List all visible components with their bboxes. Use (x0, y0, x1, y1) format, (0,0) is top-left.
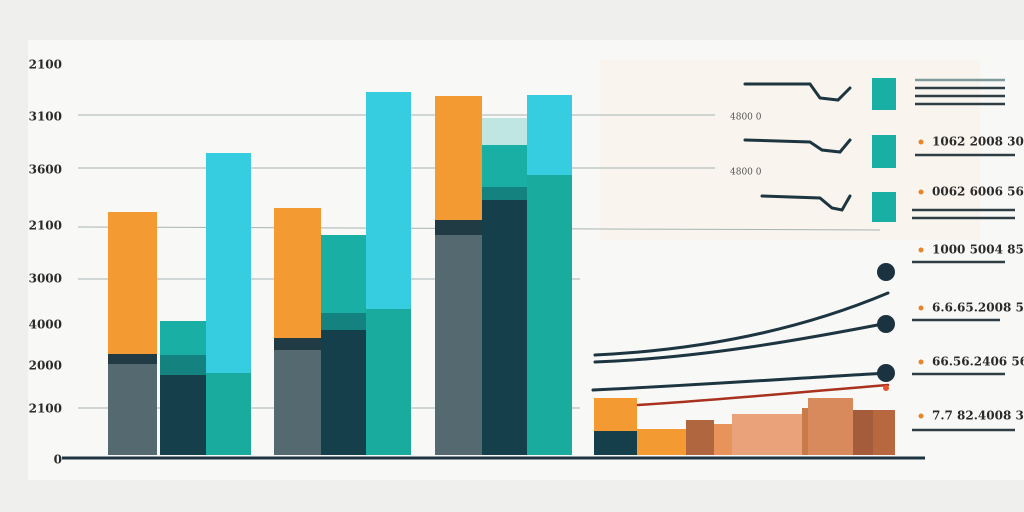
bar (321, 235, 366, 313)
y-label: 2000 (29, 359, 62, 373)
legend-label: 66.56.2406 56 (932, 355, 1024, 369)
bar (274, 338, 321, 350)
squiggle (743, 138, 852, 154)
bar (714, 424, 732, 455)
swatch (872, 192, 896, 222)
y-label: 4000 (29, 318, 62, 332)
bar (686, 420, 714, 455)
bar (321, 313, 366, 330)
legend-label: 1062 2008 30 (932, 135, 1024, 149)
dot (877, 263, 895, 281)
legend-label: 1000 5004 85 (932, 243, 1024, 257)
bar (808, 398, 853, 455)
y-label: 2100 (29, 402, 62, 416)
dot (883, 385, 889, 391)
legend: 1062 2008 30 0062 6006 56 1000 5004 85 6.6.… (932, 135, 1024, 423)
bar (482, 187, 527, 200)
bar (527, 95, 572, 175)
legend-label: 6.6.65.2008 56 (932, 301, 1024, 315)
bar (108, 354, 157, 364)
bar (594, 398, 637, 431)
bar (160, 321, 206, 355)
y-label: 2100 (29, 219, 62, 233)
squiggle (760, 194, 852, 212)
bar (637, 429, 686, 455)
bars (108, 92, 895, 455)
bar (853, 410, 873, 455)
bar (160, 355, 206, 375)
bar (366, 309, 411, 455)
bar (108, 212, 157, 354)
small-label: 4800 0 (730, 168, 762, 178)
line (591, 371, 890, 392)
bar (108, 364, 157, 455)
y-label: 3000 (29, 272, 62, 286)
dot (877, 364, 895, 382)
swatch (872, 78, 896, 110)
bar (873, 410, 895, 455)
bar (321, 330, 366, 455)
y-label: 3600 (29, 163, 62, 177)
y-label: 2100 (29, 58, 62, 72)
bar (366, 92, 411, 309)
legend-rules (912, 78, 1015, 432)
bar (482, 145, 527, 187)
bar (206, 153, 251, 373)
y-label: 0 (54, 453, 62, 467)
bar (435, 235, 482, 455)
y-labels: 2100 3100 3600 2100 3000 4000 2000 2100 0 (29, 58, 62, 467)
bar (206, 373, 251, 455)
small-label: 4800 0 (730, 113, 762, 123)
bar (274, 350, 321, 455)
squiggle (743, 82, 852, 102)
swatch (872, 135, 896, 168)
dot (918, 189, 924, 195)
legend-dots (918, 139, 924, 419)
line (636, 383, 890, 407)
y-label: 3100 (29, 110, 62, 124)
line (593, 291, 890, 357)
markers (872, 78, 896, 391)
legend-label: 0062 6006 56 (932, 185, 1024, 199)
dot (877, 315, 895, 333)
line (593, 321, 890, 364)
dot (918, 247, 924, 253)
legend-label: 7.7 82.4008 36 (932, 409, 1024, 423)
dot (918, 359, 924, 365)
bar (435, 220, 482, 235)
bar (527, 175, 572, 455)
bar (732, 414, 802, 455)
bar (482, 200, 527, 455)
bar (274, 208, 321, 338)
dot (918, 139, 924, 145)
lines (591, 82, 890, 407)
bar (435, 96, 482, 220)
bar (482, 118, 527, 145)
bar (594, 431, 637, 455)
dot (918, 305, 924, 311)
bar (160, 375, 206, 455)
dot (918, 413, 924, 419)
